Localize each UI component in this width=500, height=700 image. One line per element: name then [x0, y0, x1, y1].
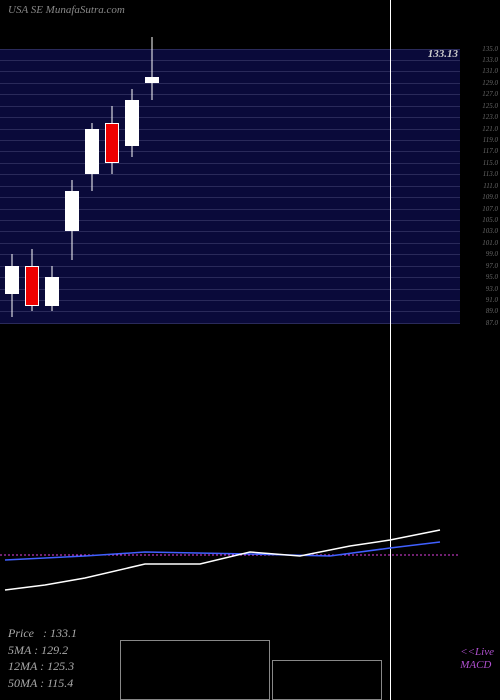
grid-line [0, 323, 460, 324]
candle-body [85, 129, 99, 175]
candle-body [145, 77, 159, 83]
price-axis-label: 123.0 [482, 113, 498, 121]
price-axis-label: 121.0 [482, 125, 498, 133]
grid-line [0, 174, 460, 175]
candle [25, 249, 39, 312]
grid-line [0, 266, 460, 267]
info-row: 12MA : 125.3 [8, 658, 77, 675]
grid-line [0, 129, 460, 130]
price-axis-label: 93.0 [486, 285, 498, 293]
price-info-box: Price : 133.15MA : 129.212MA : 125.350MA… [8, 625, 77, 692]
price-axis-label: 135.0 [482, 45, 498, 53]
chart-header: USA SE MunafaSutra.com [8, 4, 125, 16]
macd-label-line1: <<Live [460, 646, 494, 659]
grid-line [0, 140, 460, 141]
candle [45, 266, 59, 312]
macd-live-label: <<Live MACD [460, 646, 494, 672]
price-axis-label: 113.0 [483, 170, 498, 178]
candle [105, 106, 119, 175]
price-axis-label: 97.0 [486, 262, 498, 270]
bottom-panel-box [272, 660, 382, 700]
candle [5, 254, 19, 317]
price-axis-label: 89.0 [486, 307, 498, 315]
indicator-svg [0, 500, 460, 600]
candle [125, 89, 139, 158]
price-axis-label: 103.0 [482, 227, 498, 235]
price-axis-label: 95.0 [486, 273, 498, 281]
candlestick-chart: 133.13 87.089.091.093.095.097.099.0101.0… [0, 20, 460, 420]
price-axis-label: 91.0 [486, 296, 498, 304]
candle-body [125, 100, 139, 146]
info-row: 5MA : 129.2 [8, 642, 77, 659]
price-axis-label: 101.0 [482, 239, 498, 247]
grid-line [0, 163, 460, 164]
info-row: 50MA : 115.4 [8, 675, 77, 692]
price-axis-label: 115.0 [483, 159, 498, 167]
price-axis-label: 111.0 [483, 182, 498, 190]
bottom-panel-box [120, 640, 270, 700]
grid-line [0, 71, 460, 72]
grid-line [0, 289, 460, 290]
grid-line [0, 117, 460, 118]
candle-wick [152, 37, 153, 100]
latest-price-label: 133.13 [428, 48, 458, 60]
grid-line [0, 277, 460, 278]
price-axis-label: 129.0 [482, 79, 498, 87]
price-axis-label: 127.0 [482, 90, 498, 98]
grid-line [0, 60, 460, 61]
price-axis-label: 99.0 [486, 250, 498, 258]
macd-label-line2: MACD [460, 659, 494, 672]
grid-line [0, 49, 460, 50]
price-axis-label: 107.0 [482, 205, 498, 213]
signal-line [5, 530, 440, 590]
price-axis-label: 125.0 [482, 102, 498, 110]
grid-line [0, 311, 460, 312]
candle-body [25, 266, 39, 306]
grid-line [0, 106, 460, 107]
candle [145, 37, 159, 100]
price-axis-label: 105.0 [482, 216, 498, 224]
grid-line [0, 94, 460, 95]
info-row: Price : 133.1 [8, 625, 77, 642]
grid-line [0, 151, 460, 152]
candle-body [65, 191, 79, 231]
grid-line [0, 300, 460, 301]
macd-line [5, 542, 440, 560]
price-axis-label: 87.0 [486, 319, 498, 327]
price-axis-label: 119.0 [483, 136, 498, 144]
grid-line [0, 83, 460, 84]
candle [85, 123, 99, 192]
candle-body [105, 123, 119, 163]
candle-body [5, 266, 19, 295]
price-axis-label: 117.0 [483, 147, 498, 155]
candle [65, 180, 79, 260]
candle-body [45, 277, 59, 306]
price-axis-label: 131.0 [482, 67, 498, 75]
macd-indicator [0, 500, 460, 600]
price-axis-label: 133.0 [482, 56, 498, 64]
price-axis-label: 109.0 [482, 193, 498, 201]
